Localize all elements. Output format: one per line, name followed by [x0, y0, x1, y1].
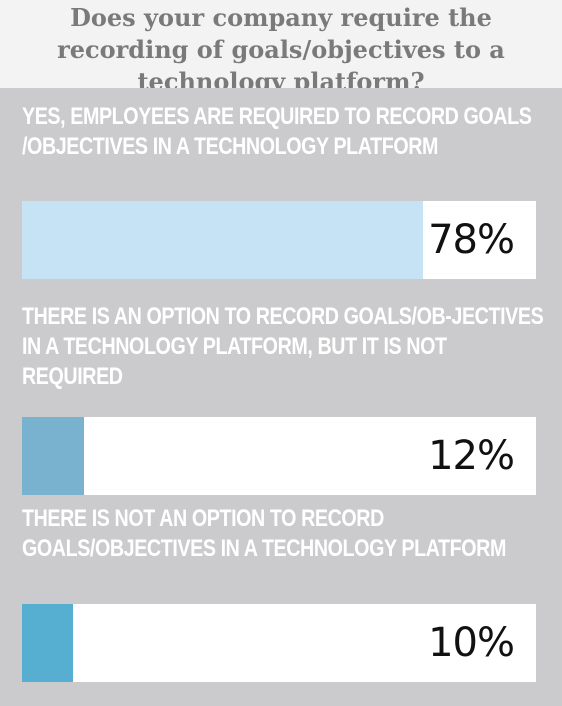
bar-track: 10%	[22, 604, 536, 682]
chart-title: Does your company require the recording …	[57, 3, 505, 96]
category-label: THERE IS AN OPTION TO RECORD GOALS/OB-JE…	[22, 303, 544, 390]
category-label: YES, EMPLOYEES ARE REQUIRED TO RECORD GO…	[22, 103, 532, 160]
data-label: 78%	[428, 217, 515, 263]
chart-panel: YES, EMPLOYEES ARE REQUIRED TO RECORD GO…	[0, 88, 562, 706]
bar	[22, 417, 84, 495]
bar	[22, 201, 423, 279]
data-label: 12%	[428, 433, 515, 479]
category-label: THERE IS NOT AN OPTION TO RECORD GOALS/O…	[22, 505, 506, 562]
header: Does your company require the recording …	[0, 0, 562, 96]
bar-track: 12%	[22, 417, 536, 495]
data-label: 10%	[428, 620, 515, 666]
bar-track: 78%	[22, 201, 536, 279]
bar	[22, 604, 74, 682]
